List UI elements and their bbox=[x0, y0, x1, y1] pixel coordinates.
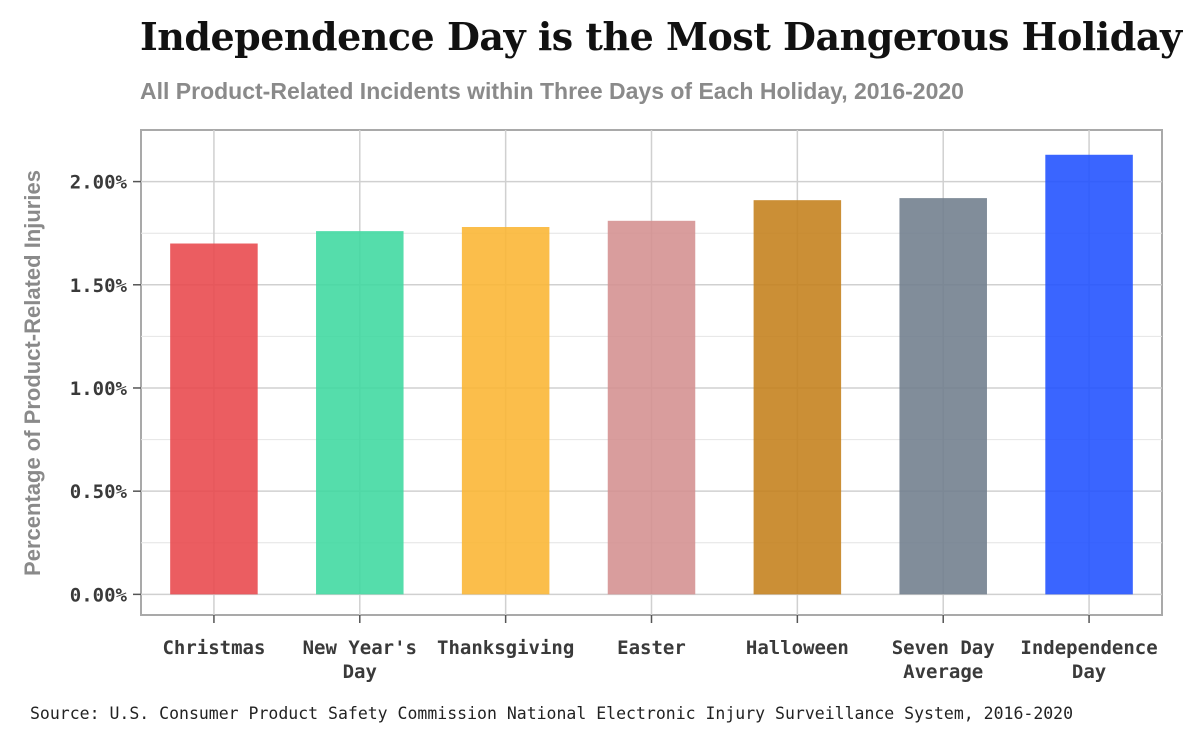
x-tick-label: Christmas bbox=[162, 637, 265, 659]
x-tick-label: Easter bbox=[617, 637, 686, 659]
y-tick-label: 1.00% bbox=[70, 378, 128, 400]
y-tick-label: 0.50% bbox=[70, 481, 128, 503]
bar-chart: 0.00% 0.50% 1.00% 1.50% 2.00% Christmas New Y… bbox=[20, 129, 1163, 683]
bar bbox=[607, 220, 696, 595]
x-axis-ticks: Christmas New Year's Day Thanksgiving Easter… bbox=[162, 615, 1158, 683]
y-tick-label: 0.00% bbox=[70, 584, 128, 606]
bar bbox=[170, 243, 258, 595]
bar bbox=[461, 227, 550, 595]
chart-subtitle: All Product-Related Incidents within Thr… bbox=[140, 78, 964, 104]
y-axis-ticks: 0.00% 0.50% 1.00% 1.50% 2.00% bbox=[70, 172, 141, 606]
x-tick-label: Thanksgiving bbox=[437, 637, 574, 659]
bars bbox=[170, 154, 1133, 595]
chart-title: Independence Day is the Most Dangerous H… bbox=[140, 14, 1182, 59]
bar bbox=[1045, 154, 1133, 595]
x-tick-label: Independence Day bbox=[1020, 637, 1157, 683]
bar bbox=[753, 200, 842, 595]
bar bbox=[899, 198, 987, 595]
x-tick-label: Seven Day Average bbox=[892, 637, 995, 683]
bar bbox=[316, 231, 404, 595]
y-tick-label: 2.00% bbox=[70, 172, 128, 194]
x-tick-label: Halloween bbox=[746, 637, 849, 659]
y-axis-title: Percentage of Product-Related Injuries bbox=[20, 170, 45, 576]
source-note: Source: U.S. Consumer Product Safety Com… bbox=[30, 704, 1074, 723]
x-tick-label: New Year's Day bbox=[303, 637, 417, 683]
y-tick-label: 1.50% bbox=[70, 275, 128, 297]
